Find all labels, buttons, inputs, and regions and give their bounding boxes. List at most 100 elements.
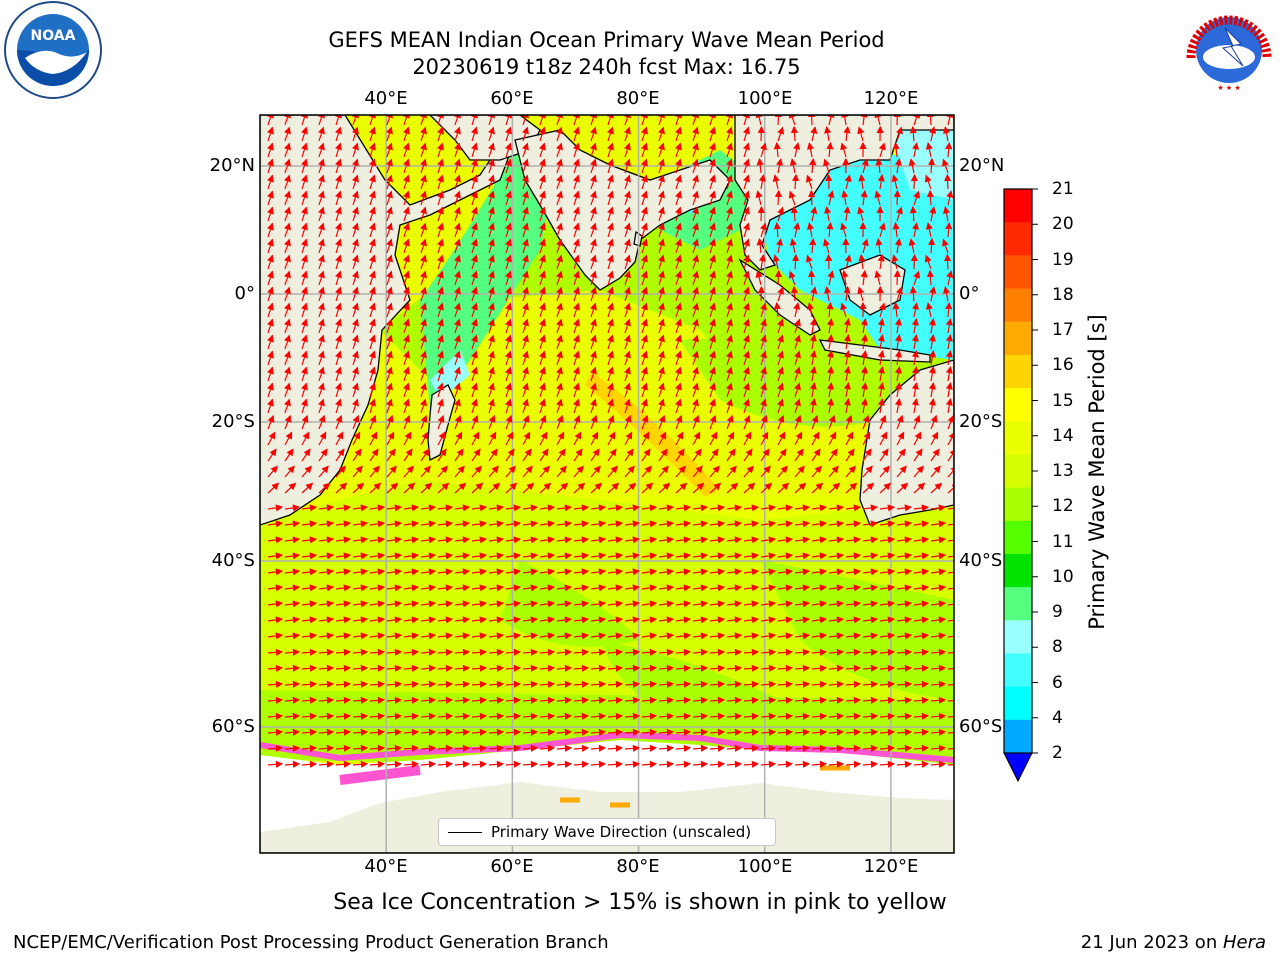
wave-arrow <box>777 126 785 142</box>
wave-arrow <box>892 301 900 318</box>
wave-arrow <box>758 254 766 270</box>
wave-arrow <box>437 158 444 174</box>
wave-arrow <box>894 238 902 254</box>
wave-arrow <box>539 270 546 286</box>
wave-arrow <box>488 254 495 270</box>
wave-arrow <box>267 238 274 254</box>
wave-arrow <box>840 302 848 318</box>
wave-arrow <box>877 366 885 382</box>
wave-arrow <box>743 222 750 238</box>
wave-arrow <box>675 174 682 190</box>
map-subtitle: 20230619 t18z 240h fcst Max: 16.75 <box>412 55 801 79</box>
wave-arrow <box>386 270 393 286</box>
wave-arrow <box>352 142 359 158</box>
wave-arrow <box>403 350 410 366</box>
wave-arrow <box>840 142 848 158</box>
wave-arrow <box>894 366 902 382</box>
wave-arrow <box>267 190 274 206</box>
wave-arrow <box>488 222 495 238</box>
wave-arrow <box>420 174 427 190</box>
colorbar-tick-label: 17 <box>1052 320 1074 340</box>
wave-arrow <box>809 382 817 398</box>
wave-arrow <box>726 174 733 190</box>
wave-arrow <box>437 142 444 158</box>
wave-arrow <box>709 398 716 414</box>
wave-arrow <box>794 382 801 398</box>
wave-arrow <box>267 286 274 302</box>
wave-arrow <box>675 382 682 398</box>
wave-arrow <box>743 158 750 174</box>
wave-arrow <box>335 286 342 302</box>
wave-arrow <box>909 205 917 222</box>
wave-arrow <box>692 398 699 414</box>
wave-arrow <box>726 398 733 414</box>
wave-arrow <box>505 174 512 190</box>
wave-arrow <box>352 158 359 174</box>
wave-arrow <box>590 190 597 206</box>
wave-arrow <box>284 190 291 206</box>
wave-arrow <box>709 126 716 142</box>
wave-arrow <box>624 254 631 270</box>
lon-tick-top: 100°E <box>737 88 793 109</box>
wave-arrow <box>624 318 631 334</box>
wave-arrow <box>556 174 563 190</box>
wave-arrow <box>471 334 478 350</box>
wave-arrow <box>386 382 393 398</box>
wave-arrow <box>454 174 461 190</box>
wave-arrow <box>658 334 665 350</box>
wave-arrow <box>827 115 835 126</box>
wave-arrow <box>726 318 733 334</box>
wave-arrow <box>284 238 291 254</box>
wave-arrow <box>556 206 563 222</box>
wave-arrow <box>505 270 512 286</box>
wave-arrow <box>488 286 495 302</box>
wave-arrow <box>877 350 885 366</box>
wave-arrow <box>420 302 427 318</box>
wave-arrow <box>454 270 461 286</box>
wave-arrow <box>726 414 734 430</box>
wave-arrow <box>386 115 393 126</box>
wave-arrow <box>675 206 682 222</box>
wave-arrow <box>539 302 546 318</box>
wave-arrow <box>826 301 834 318</box>
wave-arrow <box>505 334 512 350</box>
wave-arrow <box>437 414 445 430</box>
wave-arrow <box>335 115 342 126</box>
wave-arrow <box>893 115 901 126</box>
wave-arrow <box>488 238 495 254</box>
wave-arrow <box>454 398 461 414</box>
colorbar-segment <box>1004 487 1032 522</box>
wave-arrow <box>860 334 868 350</box>
wave-arrow <box>624 398 631 414</box>
wave-arrow <box>709 158 716 174</box>
wave-arrow <box>844 254 852 270</box>
wave-arrow <box>386 254 393 270</box>
wave-arrow <box>522 350 529 366</box>
wave-arrow <box>926 269 935 286</box>
wave-arrow <box>318 350 325 366</box>
wave-arrow <box>471 318 478 334</box>
wave-arrow <box>505 115 512 126</box>
wave-arrow <box>556 382 563 398</box>
wave-arrow <box>624 366 631 382</box>
wave-arrow <box>774 269 782 286</box>
wave-arrow <box>590 158 597 174</box>
wave-arrow <box>841 270 849 286</box>
wave-arrow <box>522 270 529 286</box>
colorbar-segment <box>1004 620 1032 654</box>
wave-arrow <box>369 254 376 270</box>
wave-arrow <box>471 238 478 254</box>
wave-arrow <box>793 302 801 318</box>
wave-arrow <box>301 382 308 398</box>
wave-arrow <box>790 205 799 222</box>
wave-arrow <box>454 286 461 302</box>
wave-arrow <box>505 206 512 222</box>
wave-arrow <box>522 334 529 350</box>
wave-arrow <box>908 238 916 254</box>
wave-arrow <box>760 398 767 414</box>
wave-arrow <box>809 237 817 254</box>
wave-arrow <box>352 334 359 350</box>
wave-arrow <box>658 286 665 302</box>
wave-arrow <box>386 334 393 350</box>
date-text: 21 Jun 2023 on <box>1080 932 1223 953</box>
